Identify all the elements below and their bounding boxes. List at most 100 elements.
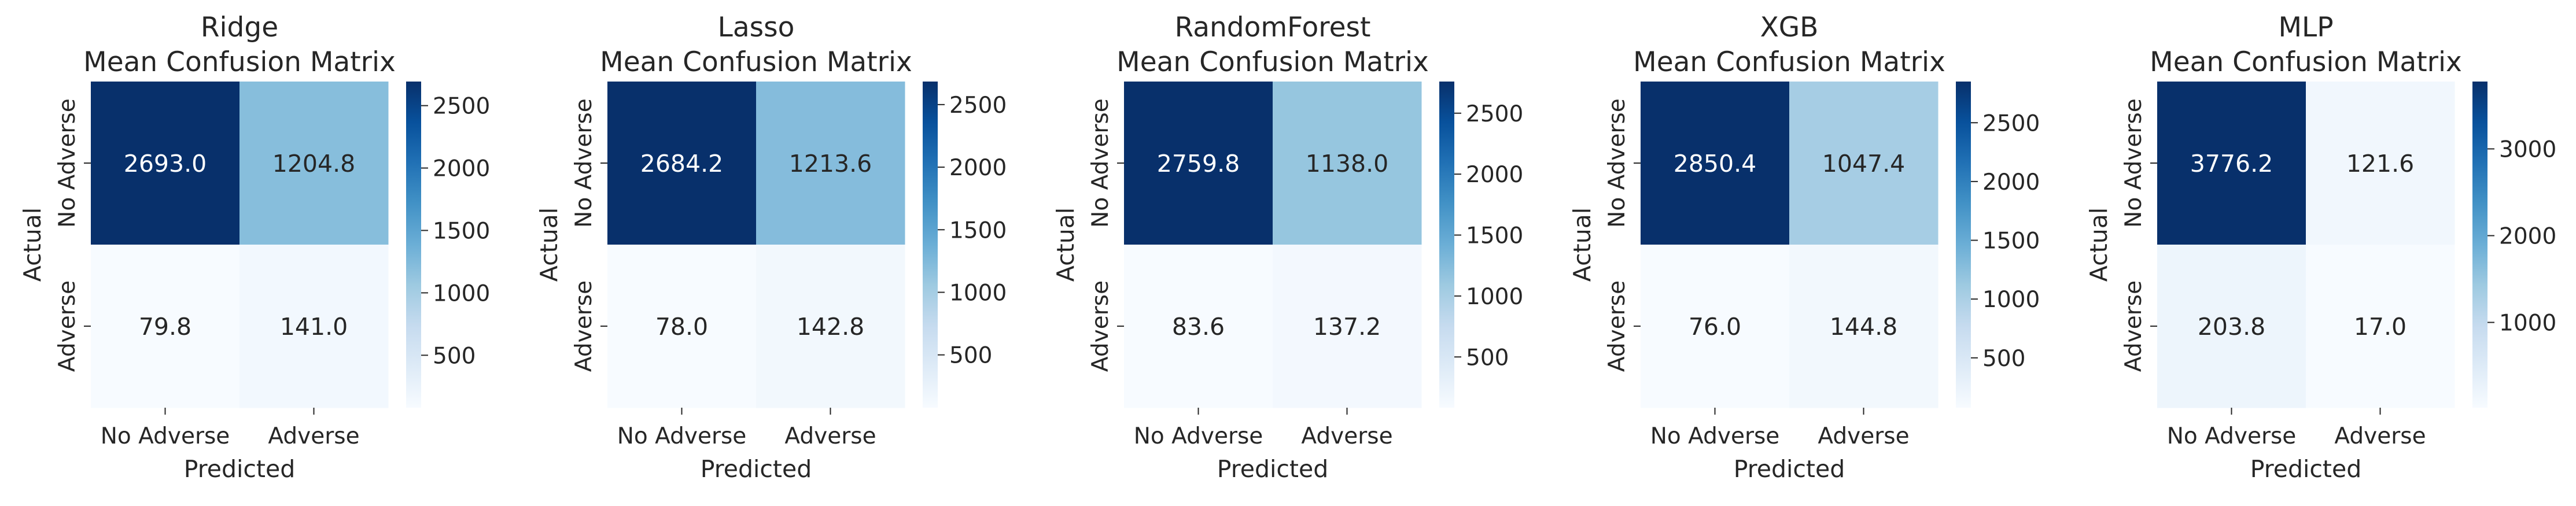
chart-title: XGB <box>1760 12 1819 43</box>
cell-value-label: 144.8 <box>1830 313 1897 341</box>
x-tick-label: Adverse <box>1818 423 1909 449</box>
colorbar-tick-label: 2000 <box>1466 162 1523 188</box>
colorbar-tick-label: 500 <box>433 343 476 369</box>
cell-value-label: 1047.4 <box>1822 150 1905 178</box>
colorbar-tick-label: 1500 <box>1466 223 1523 249</box>
cell-value-label: 137.2 <box>1313 313 1381 341</box>
colorbar-tick-label: 2500 <box>1466 101 1523 127</box>
heatmap-cell <box>2157 245 2306 408</box>
chart-title: Lasso <box>718 12 795 43</box>
colorbar-tick-label: 3000 <box>2499 136 2556 162</box>
heatmap-cell <box>1273 82 1422 245</box>
chart-subtitle: Mean Confusion Matrix <box>83 46 396 78</box>
heatmap-cell <box>239 82 389 245</box>
cell-value-label: 3776.2 <box>2190 150 2273 178</box>
heatmap-cell <box>1789 82 1939 245</box>
colorbar-tick-label: 2500 <box>1982 110 2040 136</box>
cell-value-label: 142.8 <box>797 313 864 341</box>
x-tick-label: Adverse <box>268 423 359 449</box>
y-axis-label: Actual <box>1052 208 1079 282</box>
colorbar-tick-label: 500 <box>1466 345 1509 371</box>
y-axis-label: Actual <box>19 208 46 282</box>
colorbar-tick-label: 2500 <box>949 93 1007 119</box>
colorbar-tick-label: 2000 <box>1982 169 2040 195</box>
x-axis-label: Predicted <box>1734 455 1845 483</box>
colorbar <box>2472 82 2487 408</box>
colorbar-tick-label: 500 <box>1982 346 2025 372</box>
heatmap-cell <box>91 245 240 408</box>
heatmap-cell <box>1124 245 1273 408</box>
y-tick-label: Adverse <box>1088 280 1114 372</box>
y-tick-label: Adverse <box>54 280 80 372</box>
colorbar-tick-label: 1500 <box>949 217 1007 243</box>
colorbar-tick-label: 2000 <box>433 156 490 182</box>
y-tick-label: No Adverse <box>1088 98 1114 228</box>
heatmap-cell <box>2306 245 2455 408</box>
colorbar-tick-label: 1000 <box>2499 311 2556 337</box>
heatmap-cell <box>1273 245 1422 408</box>
colorbar-tick-label: 2500 <box>433 94 490 120</box>
cell-value-label: 79.8 <box>139 313 191 341</box>
y-tick-label: No Adverse <box>1604 98 1630 228</box>
x-tick-label: Adverse <box>784 423 876 449</box>
x-tick-label: No Adverse <box>1650 423 1780 449</box>
cell-value-label: 2684.2 <box>640 150 723 178</box>
colorbar <box>1439 82 1454 408</box>
colorbar <box>406 82 421 408</box>
colorbar-tick-label: 1500 <box>1982 228 2040 254</box>
colorbar-tick-label: 1000 <box>433 280 490 306</box>
colorbar-tick-label: 1000 <box>949 280 1007 306</box>
heatmap-cell <box>91 82 240 245</box>
heatmap-cell <box>607 245 757 408</box>
colorbar <box>1956 82 1971 408</box>
y-axis-label: Actual <box>2085 208 2113 282</box>
colorbar <box>923 82 938 408</box>
x-axis-label: Predicted <box>184 455 295 483</box>
cell-value-label: 1138.0 <box>1306 150 1388 178</box>
chart-subtitle: Mean Confusion Matrix <box>1116 46 1429 78</box>
x-tick-label: No Adverse <box>1134 423 1263 449</box>
colorbar-tick-label: 2000 <box>949 155 1007 181</box>
cell-value-label: 2759.8 <box>1157 150 1240 178</box>
heatmap-cell <box>1124 82 1273 245</box>
chart-subtitle: Mean Confusion Matrix <box>2150 46 2462 78</box>
heatmap-cell <box>2306 82 2455 245</box>
cell-value-label: 1213.6 <box>789 150 872 178</box>
colorbar-tick-label: 1000 <box>1466 284 1523 310</box>
y-tick-label: No Adverse <box>54 98 80 228</box>
cell-value-label: 141.0 <box>280 313 348 341</box>
cell-value-label: 78.0 <box>655 313 708 341</box>
x-tick-label: No Adverse <box>617 423 747 449</box>
heatmap-cell <box>756 245 905 408</box>
heatmap-cell <box>607 82 757 245</box>
colorbar-tick-label: 1000 <box>1982 287 2040 313</box>
chart-title: RandomForest <box>1175 12 1371 43</box>
cell-value-label: 76.0 <box>1689 313 1741 341</box>
heatmap-cell <box>239 245 389 408</box>
colorbar-tick-label: 1500 <box>433 219 490 245</box>
cell-value-label: 1204.8 <box>272 150 355 178</box>
chart-subtitle: Mean Confusion Matrix <box>1633 46 1945 78</box>
x-tick-label: Adverse <box>2334 423 2426 449</box>
y-tick-label: No Adverse <box>571 98 597 228</box>
heatmap-cell <box>1641 245 1790 408</box>
chart-title: MLP <box>2278 12 2333 43</box>
colorbar-tick-label: 500 <box>949 343 992 369</box>
x-axis-label: Predicted <box>2250 455 2361 483</box>
y-tick-label: No Adverse <box>2121 98 2147 228</box>
colorbar-tick-label: 2000 <box>2499 224 2556 250</box>
cell-value-label: 121.6 <box>2346 150 2414 178</box>
y-tick-label: Adverse <box>1604 280 1630 372</box>
y-tick-label: Adverse <box>571 280 597 372</box>
x-tick-label: No Adverse <box>101 423 230 449</box>
x-tick-label: Adverse <box>1301 423 1392 449</box>
cell-value-label: 2693.0 <box>124 150 207 178</box>
cell-value-label: 203.8 <box>2198 313 2265 341</box>
chart-title: Ridge <box>201 12 278 43</box>
